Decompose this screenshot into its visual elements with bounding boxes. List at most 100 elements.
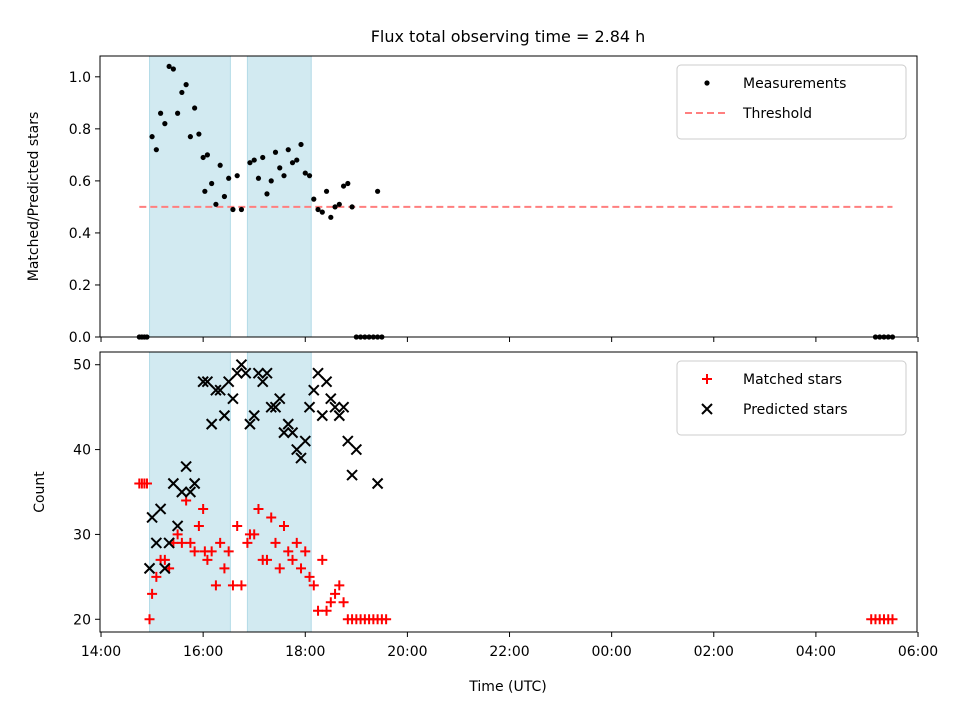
matched-stars-point bbox=[202, 554, 213, 565]
measurement-point bbox=[183, 82, 189, 88]
legend-matched-marker bbox=[702, 374, 712, 384]
measurement-point bbox=[202, 188, 208, 194]
measurement-point bbox=[285, 147, 291, 153]
predicted-stars-point bbox=[303, 401, 316, 413]
matched-stars-point bbox=[283, 546, 294, 557]
predicted-stars-point bbox=[265, 401, 277, 413]
predicted-stars-point bbox=[231, 367, 243, 379]
x-tick-label: 14:00 bbox=[81, 644, 121, 660]
predicted-stars-point bbox=[201, 375, 214, 388]
measurement-point bbox=[281, 173, 287, 179]
legend-box bbox=[676, 64, 907, 140]
y-tick-label: 0.6 bbox=[69, 174, 91, 190]
measurement-point bbox=[315, 206, 321, 213]
shaded-span-2 bbox=[246, 351, 312, 633]
matched-stars-point bbox=[266, 512, 277, 523]
measurement-point bbox=[328, 214, 334, 220]
predicted-stars-point bbox=[244, 418, 256, 430]
measurement-point bbox=[157, 110, 164, 116]
measurement-point bbox=[272, 149, 279, 155]
measurement-point bbox=[260, 154, 266, 161]
count-panel: 20 30 40 50 14:00 16:00 18:00 20:00 22:00 00:00 02… bbox=[32, 351, 938, 660]
measurement-point bbox=[302, 170, 308, 176]
x-tick-label: 18:00 bbox=[285, 644, 325, 660]
axes-frame bbox=[99, 55, 918, 338]
predicted-stars-point bbox=[371, 477, 384, 490]
matched-stars-point bbox=[236, 580, 247, 591]
y-tick-label: 40 bbox=[73, 443, 91, 459]
measurement-point bbox=[319, 209, 325, 215]
legend-measurements-marker bbox=[704, 80, 710, 86]
predicted-stars-point bbox=[350, 443, 363, 456]
predicted-stars-point bbox=[337, 401, 350, 413]
shaded-span-2 bbox=[246, 55, 312, 338]
matched-stars-point bbox=[193, 520, 204, 531]
measurement-point bbox=[204, 152, 211, 158]
predicted-stars-point bbox=[308, 384, 320, 396]
predicted-stars-point bbox=[146, 511, 158, 524]
measurement-point bbox=[153, 147, 159, 153]
measurement-point bbox=[192, 105, 198, 111]
measurement-point bbox=[238, 206, 245, 213]
predicted-stars-point bbox=[333, 409, 346, 422]
measurement-point bbox=[217, 162, 223, 168]
measurement-point bbox=[175, 110, 181, 116]
predicted-stars-point bbox=[295, 452, 307, 464]
x-tick-label: 20:00 bbox=[387, 644, 427, 660]
measurement-point bbox=[200, 154, 206, 161]
predicted-stars-point bbox=[188, 477, 201, 490]
measurement-point bbox=[306, 173, 313, 179]
matched-stars-point bbox=[291, 537, 302, 548]
x-tick-label: 00:00 bbox=[591, 644, 631, 660]
predicted-stars-point bbox=[252, 367, 265, 379]
y-axis-label: Matched/Predicted stars bbox=[26, 112, 42, 282]
predicted-stars-point bbox=[222, 375, 235, 388]
matched-stars-point bbox=[313, 605, 324, 616]
predicted-stars-point bbox=[150, 537, 163, 549]
predicted-stars-point bbox=[163, 537, 175, 549]
predicted-stars-point bbox=[197, 375, 209, 388]
y-axis-label: Count bbox=[32, 471, 48, 513]
matched-stars-point bbox=[219, 563, 230, 574]
measurement-point bbox=[166, 63, 172, 70]
measurement-point bbox=[264, 191, 270, 197]
matched-stars-point bbox=[232, 520, 243, 531]
matched-stars-point bbox=[249, 529, 260, 540]
measurement-point bbox=[332, 204, 338, 210]
measurement-point bbox=[340, 183, 347, 189]
predicted-stars-point bbox=[312, 367, 324, 379]
predicted-stars-point bbox=[159, 562, 171, 575]
predicted-stars-point bbox=[346, 469, 358, 481]
predicted-stars-point bbox=[325, 392, 337, 405]
matched-stars-point bbox=[176, 537, 187, 548]
predicted-stars-point bbox=[235, 359, 248, 371]
matched-stars-point bbox=[287, 554, 298, 565]
measurement-point bbox=[336, 201, 342, 207]
matched-stars-point bbox=[334, 580, 345, 591]
matched-stars-point bbox=[308, 580, 319, 591]
y-tick-label: 1.0 bbox=[69, 70, 91, 86]
measurement-point bbox=[221, 193, 228, 200]
x-tick-label: 02:00 bbox=[694, 644, 734, 660]
measurement-point bbox=[213, 201, 219, 207]
predicted-stars-point bbox=[143, 562, 156, 575]
matched-stars-point bbox=[210, 580, 221, 591]
predicted-stars-point bbox=[184, 486, 197, 498]
matched-stars-point bbox=[270, 537, 281, 548]
matched-stars-point bbox=[159, 554, 170, 565]
legend-predicted-marker bbox=[701, 403, 713, 415]
matched-stars-point bbox=[304, 571, 315, 582]
y-tick-label: 0.2 bbox=[69, 278, 91, 294]
matched-stars-point bbox=[253, 503, 264, 514]
predicted-stars-point bbox=[176, 486, 188, 498]
x-tick-label: 06:00 bbox=[898, 644, 938, 660]
measurement-point bbox=[162, 121, 168, 127]
measurement-point bbox=[375, 188, 381, 194]
measurement-point bbox=[251, 157, 257, 163]
predicted-stars-point bbox=[278, 426, 290, 439]
matched-stars-point bbox=[206, 546, 217, 557]
predicted-stars-point bbox=[329, 401, 341, 413]
matched-stars-point bbox=[278, 520, 289, 531]
measurement-point bbox=[179, 89, 185, 96]
